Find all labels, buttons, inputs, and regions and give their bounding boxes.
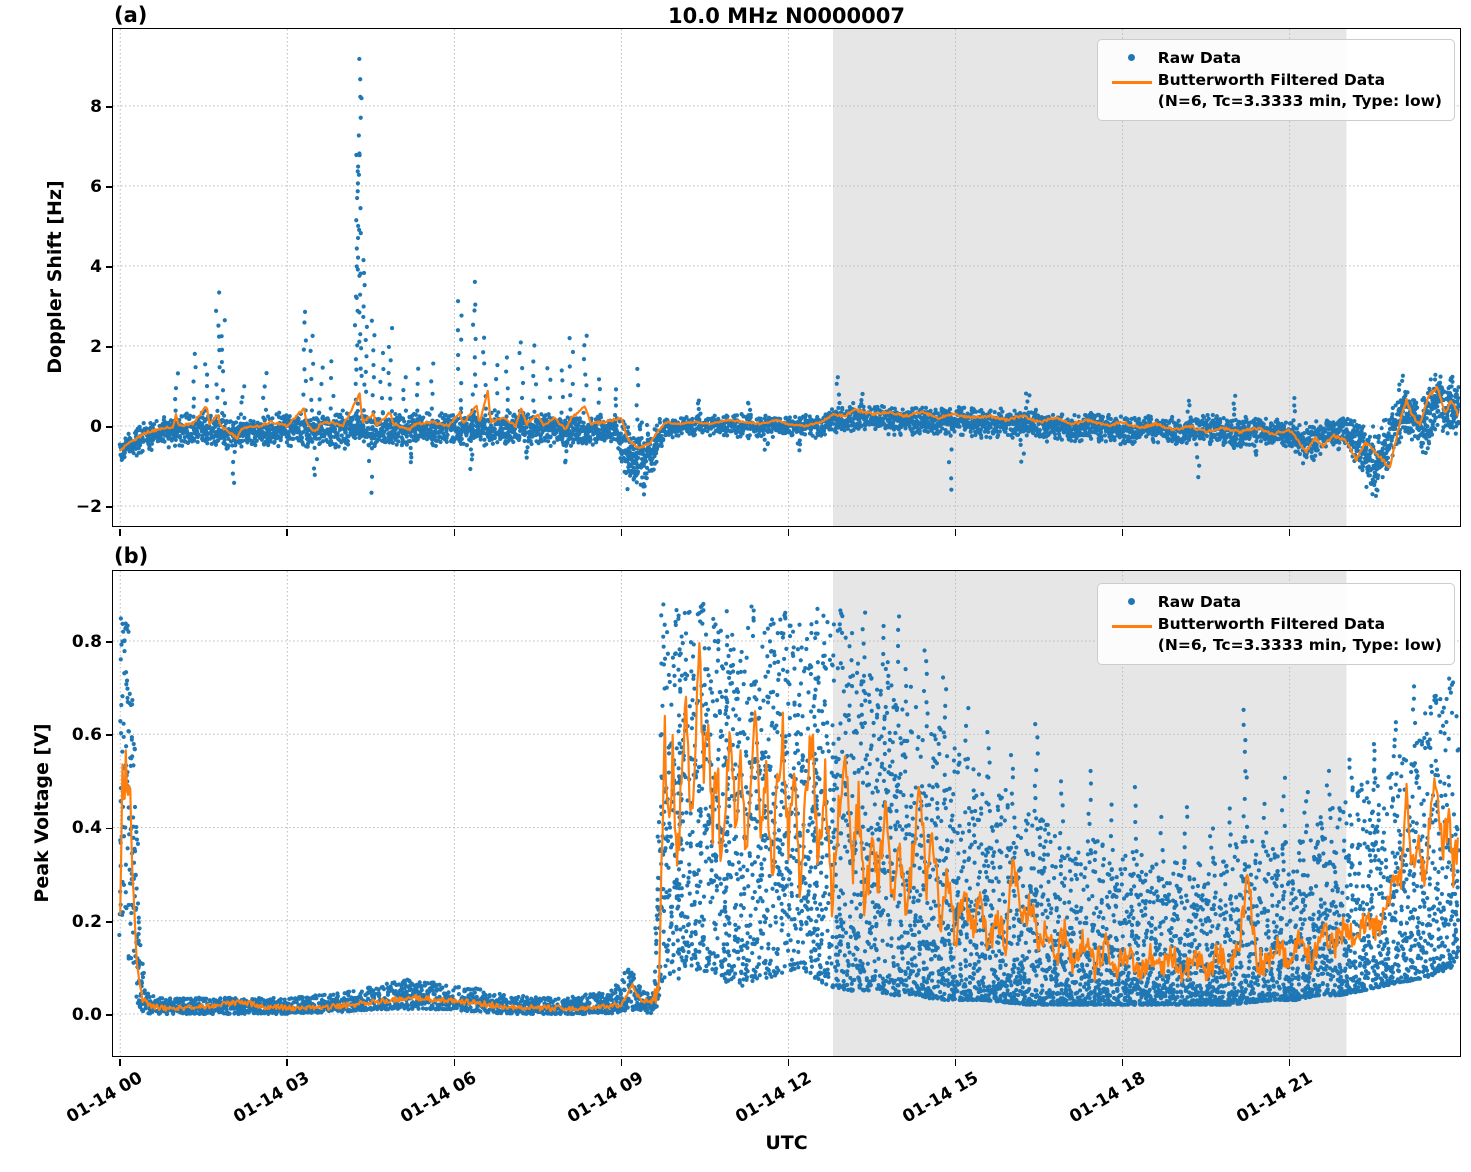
x-tick-mark (620, 1058, 623, 1066)
x-tick-mark (954, 1058, 957, 1066)
legend-row-raw: Raw Data (1106, 48, 1442, 68)
legend-filtered-sublabel: (N=6, Tc=3.3333 min, Type: low) (1157, 91, 1442, 110)
y-tick-mark (106, 734, 113, 736)
legend-row-filtered: Butterworth Filtered Data (N=6, Tc=3.333… (1106, 614, 1442, 655)
x-tick-mark (453, 528, 456, 536)
x-axis-label: UTC (765, 1132, 808, 1154)
x-tick-label: 01-14 21 (1232, 1067, 1316, 1127)
panel-b-ylabel: Peak Voltage [V] (31, 722, 53, 903)
x-tick-mark (1121, 1058, 1124, 1066)
y-tick-mark (106, 641, 113, 643)
x-tick-label: 01-14 12 (731, 1067, 815, 1127)
y-tick-label: 6 (90, 176, 102, 197)
y-tick-mark (106, 1014, 113, 1016)
y-tick-mark (106, 426, 113, 428)
y-tick-label: 0.4 (71, 818, 102, 839)
y-tick-label: 0 (90, 416, 102, 437)
x-tick-label: 01-14 00 (63, 1067, 147, 1127)
y-tick-label: 0.8 (71, 631, 102, 652)
x-tick-mark (1288, 528, 1291, 536)
x-tick-label: 01-14 03 (230, 1067, 314, 1127)
y-tick-label: 0.6 (71, 725, 102, 746)
y-tick-label: −2 (75, 496, 102, 517)
legend-row-filtered: Butterworth Filtered Data (N=6, Tc=3.333… (1106, 70, 1442, 111)
y-tick-label: 0.2 (71, 911, 102, 932)
panel-a-label: (a) (114, 3, 148, 27)
x-tick-mark (787, 528, 790, 536)
panel-a-legend: Raw Data Butterworth Filtered Data (N=6,… (1096, 39, 1455, 122)
y-tick-mark (106, 106, 113, 108)
x-tick-mark (119, 1058, 122, 1066)
panel-b-legend: Raw Data Butterworth Filtered Data (N=6,… (1096, 583, 1455, 666)
y-tick-mark (106, 920, 113, 923)
y-tick-mark (106, 266, 113, 268)
panel-a-ylabel: Doppler Shift [Hz] (44, 179, 66, 374)
x-tick-mark (787, 1058, 790, 1066)
y-tick-label: 0.0 (71, 1005, 102, 1026)
y-tick-label: 8 (90, 96, 102, 117)
legend-row-raw: Raw Data (1106, 592, 1442, 612)
x-tick-label: 01-14 09 (564, 1067, 648, 1127)
legend-raw-label: Raw Data (1157, 49, 1242, 67)
y-tick-mark (106, 827, 113, 830)
legend-raw-label: Raw Data (1157, 593, 1242, 611)
panel-b-axes: Raw Data Butterworth Filtered Data (N=6,… (112, 570, 1461, 1057)
x-tick-label: 01-14 15 (898, 1067, 982, 1127)
raw-data-marker-icon (1128, 54, 1136, 61)
y-tick-label: 4 (90, 256, 102, 277)
x-tick-mark (453, 1058, 456, 1066)
raw-data-marker-icon (1128, 598, 1136, 605)
y-tick-mark (106, 346, 113, 348)
x-tick-mark (286, 528, 289, 536)
x-tick-mark (1288, 1058, 1291, 1066)
panel-b-label: (b) (114, 544, 149, 568)
chart-title: 10.0 MHz N0000007 (668, 4, 905, 28)
x-tick-mark (620, 528, 623, 536)
filtered-line-marker-icon (1111, 625, 1152, 629)
legend-filtered-label: Butterworth Filtered Data (1157, 615, 1386, 634)
x-tick-mark (1121, 528, 1124, 536)
panel-a-axes: Raw Data Butterworth Filtered Data (N=6,… (112, 28, 1461, 527)
x-tick-label: 01-14 18 (1065, 1067, 1149, 1127)
x-tick-mark (119, 528, 122, 536)
x-tick-mark (954, 528, 957, 536)
y-tick-mark (106, 186, 113, 188)
x-tick-label: 01-14 06 (397, 1067, 481, 1127)
y-tick-label: 2 (90, 336, 102, 357)
legend-filtered-sublabel: (N=6, Tc=3.3333 min, Type: low) (1157, 635, 1442, 654)
y-tick-mark (106, 506, 113, 508)
filtered-line-marker-icon (1111, 81, 1152, 85)
legend-filtered-label: Butterworth Filtered Data (1157, 71, 1386, 90)
x-tick-mark (286, 1058, 289, 1066)
